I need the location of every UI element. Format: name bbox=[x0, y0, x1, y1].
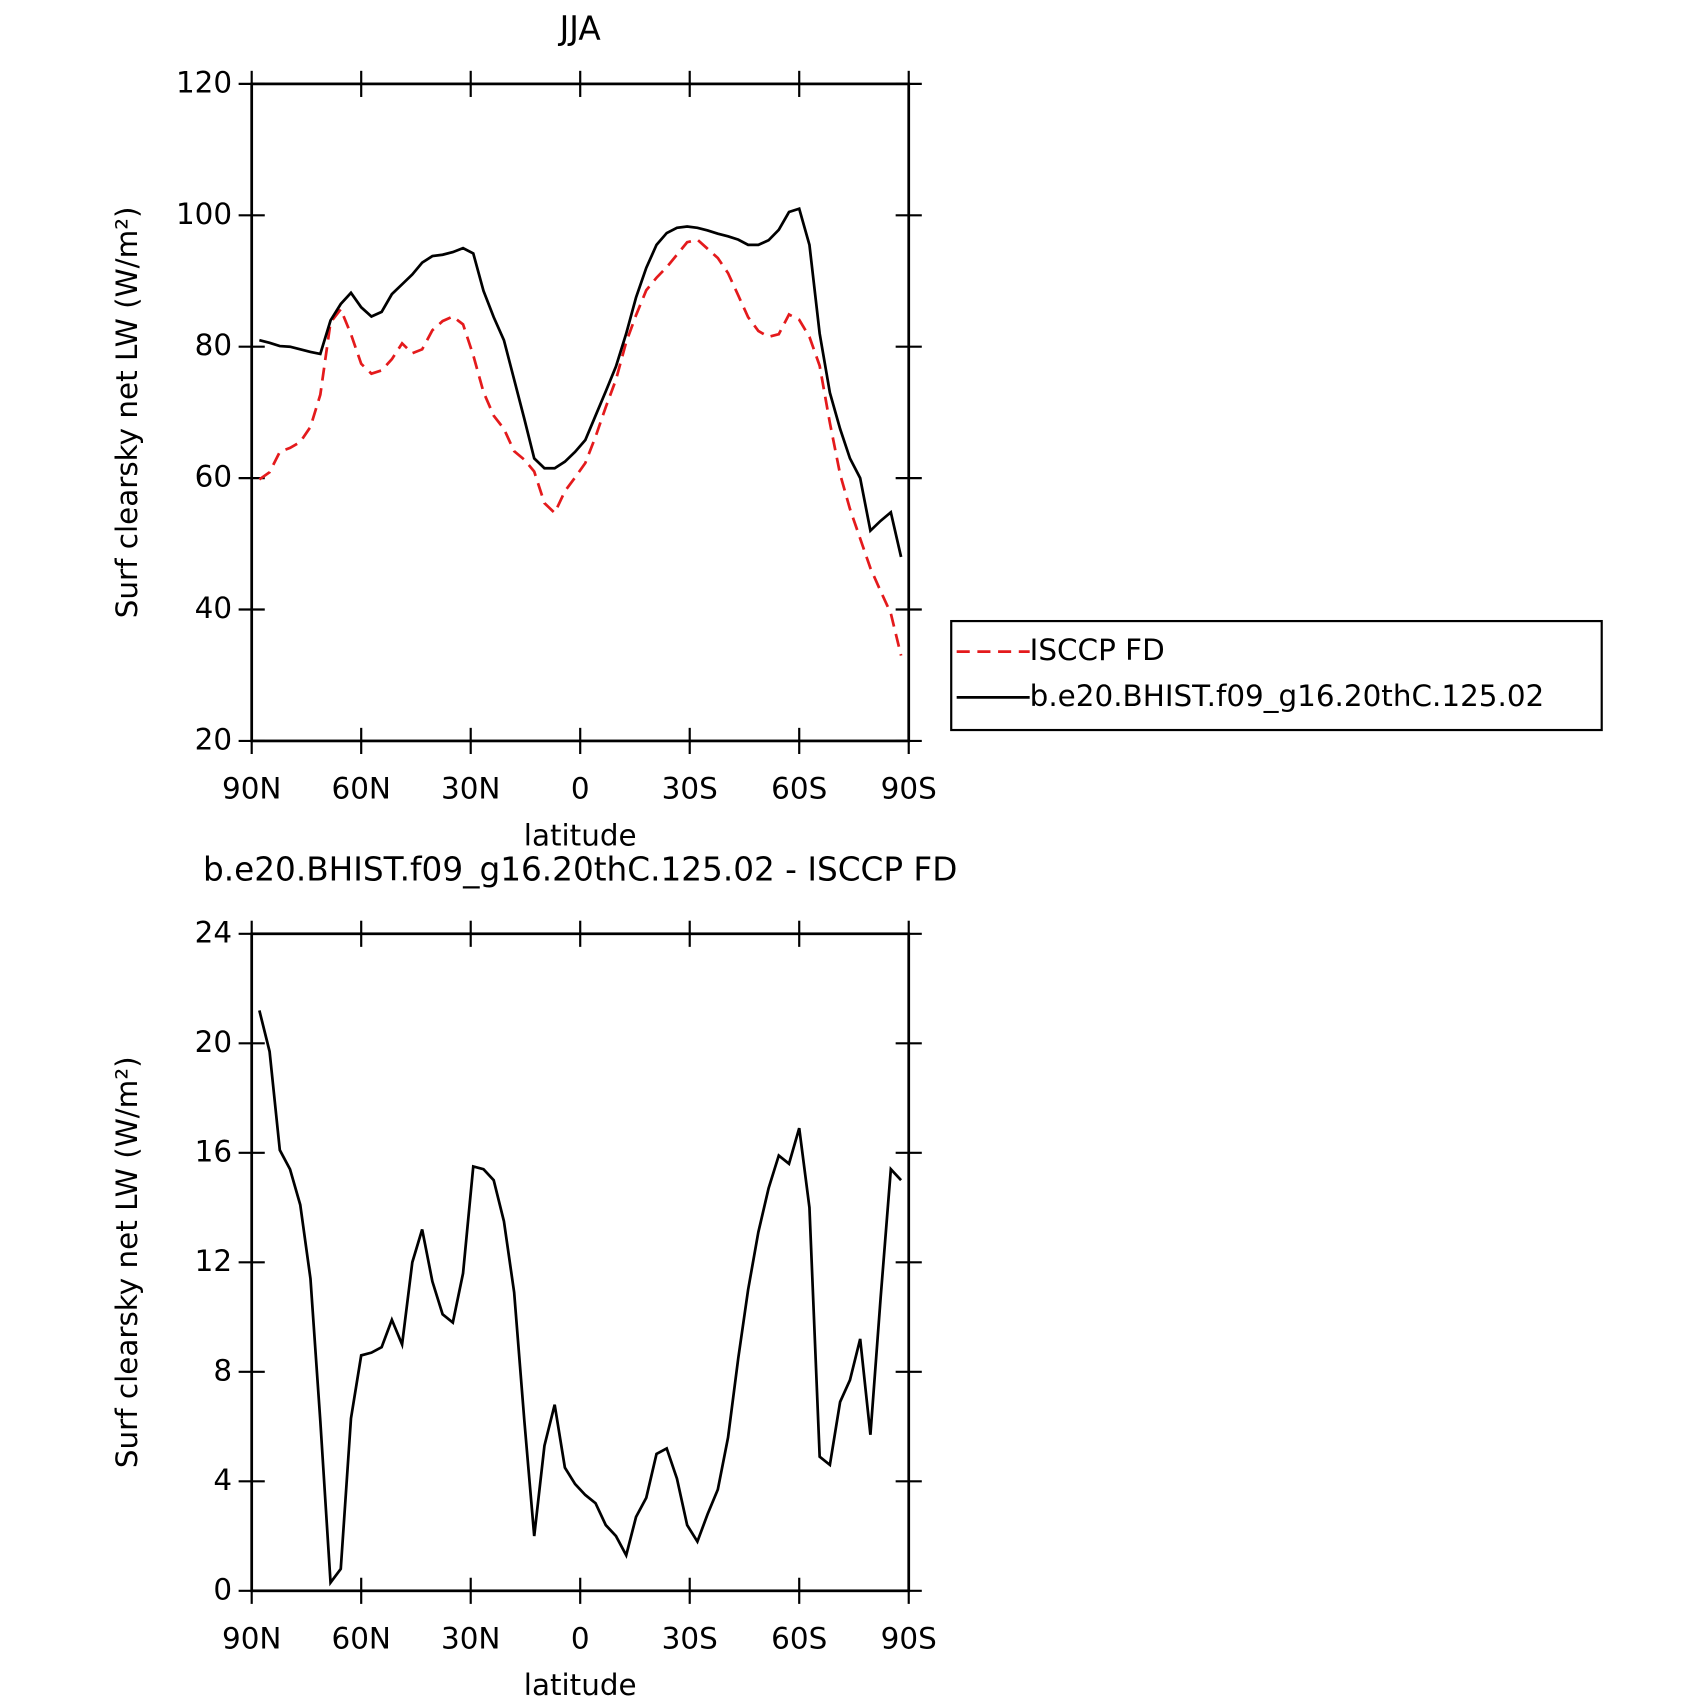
y-tick-label: 80 bbox=[195, 328, 232, 362]
x-tick-label: 30N bbox=[441, 771, 500, 805]
chart-title: b.e20.BHIST.f09_g16.20thC.125.02 - ISCCP… bbox=[203, 851, 957, 889]
x-tick-label: 30N bbox=[441, 1621, 500, 1655]
y-tick-label: 60 bbox=[195, 460, 232, 494]
y-tick-label: 16 bbox=[195, 1134, 232, 1168]
x-tick-label: 60N bbox=[331, 771, 390, 805]
y-tick-label: 20 bbox=[195, 722, 232, 756]
x-tick-label: 90S bbox=[881, 1621, 937, 1655]
legend-box bbox=[950, 619, 1603, 732]
x-tick-label: 60S bbox=[771, 1621, 827, 1655]
data-line bbox=[258, 1010, 903, 1587]
plot-frame bbox=[250, 932, 911, 1593]
data-line bbox=[258, 238, 903, 656]
y-tick-label: 100 bbox=[176, 197, 232, 231]
y-tick-label: 20 bbox=[195, 1025, 232, 1059]
x-axis-label: latitude bbox=[524, 818, 637, 852]
x-tick-label: 90N bbox=[222, 1621, 281, 1655]
x-tick-label: 30S bbox=[662, 771, 718, 805]
x-tick-label: 60S bbox=[771, 771, 827, 805]
x-tick-label: 90N bbox=[222, 771, 281, 805]
x-tick-label: 0 bbox=[571, 771, 590, 805]
y-axis-label: Surf clearsky net LW (W/m²) bbox=[110, 1056, 144, 1468]
y-axis-label: Surf clearsky net LW (W/m²) bbox=[110, 207, 144, 619]
plot-frame bbox=[250, 82, 911, 743]
y-tick-label: 24 bbox=[195, 915, 232, 949]
y-tick-label: 0 bbox=[213, 1572, 232, 1606]
legend-label: b.e20.BHIST.f09_g16.20thC.125.02 bbox=[1030, 679, 1545, 713]
legend-label: ISCCP FD bbox=[1030, 633, 1165, 667]
y-tick-label: 120 bbox=[176, 65, 232, 99]
data-line bbox=[259, 207, 903, 558]
x-tick-label: 60N bbox=[331, 1621, 390, 1655]
x-tick-label: 30S bbox=[662, 1621, 718, 1655]
y-tick-label: 12 bbox=[195, 1244, 232, 1278]
canvas: JJA latitude Surf clearsky net LW (W/m²) 20… bbox=[110, 10, 1603, 1702]
y-tick-label: 8 bbox=[213, 1353, 232, 1387]
x-tick-label: 90S bbox=[881, 771, 937, 805]
y-tick-label: 40 bbox=[195, 591, 232, 625]
y-tick-label: 4 bbox=[213, 1463, 232, 1497]
x-tick-label: 0 bbox=[571, 1621, 590, 1655]
x-axis-label: latitude bbox=[524, 1668, 637, 1702]
chart-title: JJA bbox=[558, 10, 602, 48]
